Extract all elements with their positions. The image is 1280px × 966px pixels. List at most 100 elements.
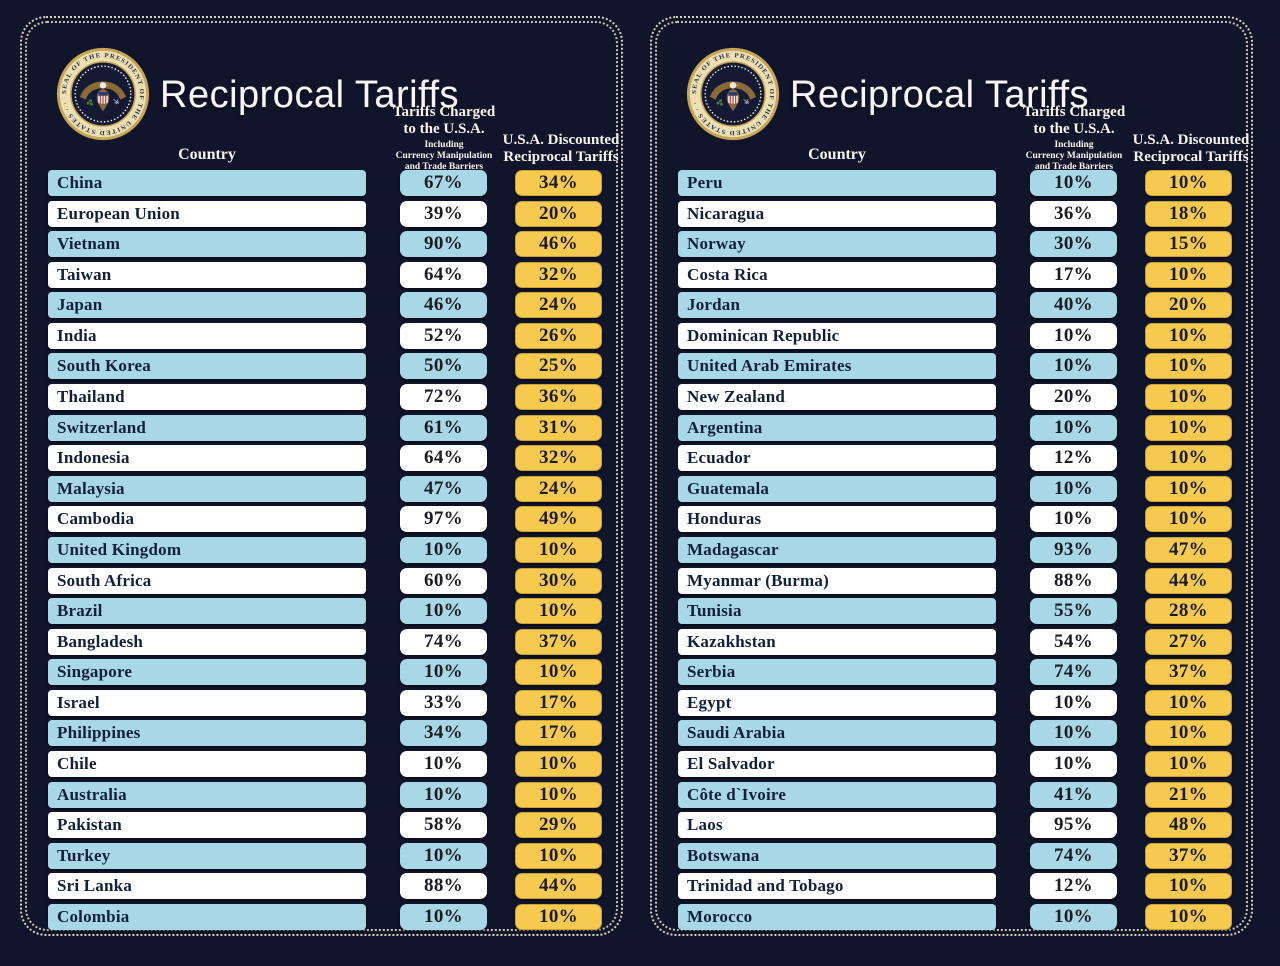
column-header-tariffs-charged: Tariffs Charged to the U.S.A. Including … <box>383 104 505 173</box>
country-label: Indonesia <box>57 448 130 468</box>
country-label: Israel <box>57 692 100 712</box>
discounted-tariff-cell: 37% <box>1145 659 1232 686</box>
country-cell: Indonesia <box>48 445 366 472</box>
discounted-tariff-cell: 15% <box>1145 231 1232 258</box>
country-label: Norway <box>687 234 746 254</box>
table-row: Switzerland 61% 31% <box>22 414 621 441</box>
country-cell: Dominican Republic <box>678 322 996 349</box>
country-label: El Salvador <box>687 753 775 773</box>
tariff-charged-cell: 10% <box>1030 720 1117 747</box>
column-header-country: Country <box>808 146 866 163</box>
discounted-tariff-cell: 10% <box>1145 873 1232 900</box>
discounted-tariff-cell: 10% <box>1145 506 1232 533</box>
discounted-tariff-value: 10% <box>1169 477 1208 499</box>
country-label: Laos <box>687 815 723 835</box>
discounted-tariff-cell: 37% <box>1145 842 1232 869</box>
country-cell: Saudi Arabia <box>678 720 996 747</box>
country-cell: Argentina <box>678 414 996 441</box>
discounted-tariff-value: 10% <box>539 905 578 927</box>
header-subline: and Trade Barriers <box>1034 162 1114 172</box>
country-cell: Switzerland <box>48 414 366 441</box>
tariff-panel-left: Reciprocal Tariffs Country Tariffs Charg… <box>20 16 623 936</box>
header-line: Tariffs Charged <box>1022 104 1126 120</box>
table-row: Honduras 10% 10% <box>652 506 1251 533</box>
discounted-tariff-value: 10% <box>539 538 578 560</box>
country-label: Côte d`Ivoire <box>687 784 787 804</box>
tariff-charged-value: 95% <box>1054 814 1093 836</box>
tariff-charged-cell: 10% <box>1030 689 1117 716</box>
table-row: European Union 39% 20% <box>22 200 621 227</box>
tariff-charged-cell: 90% <box>400 231 487 258</box>
country-cell: Morocco <box>678 903 996 930</box>
country-cell: Israel <box>48 689 366 716</box>
discounted-tariff-cell: 31% <box>515 414 602 441</box>
header-line: U.S.A. Discounted <box>502 132 620 148</box>
discounted-tariff-value: 37% <box>1169 844 1208 866</box>
country-label: Philippines <box>57 723 141 743</box>
country-label: Colombia <box>57 906 130 926</box>
table-row: South Africa 60% 30% <box>22 567 621 594</box>
discounted-tariff-value: 10% <box>1169 691 1208 713</box>
tariff-charged-value: 12% <box>1054 875 1093 897</box>
discounted-tariff-value: 10% <box>1169 752 1208 774</box>
tariff-charged-value: 17% <box>1054 263 1093 285</box>
discounted-tariff-value: 10% <box>1169 508 1208 530</box>
tariff-charged-cell: 10% <box>400 659 487 686</box>
table-row: Argentina 10% 10% <box>652 414 1251 441</box>
tariff-charged-value: 40% <box>1054 294 1093 316</box>
country-cell: Cambodia <box>48 506 366 533</box>
country-cell: India <box>48 322 366 349</box>
tariff-charged-value: 88% <box>1054 569 1093 591</box>
country-cell: Vietnam <box>48 231 366 258</box>
country-cell: Malaysia <box>48 475 366 502</box>
country-label: Thailand <box>57 387 125 407</box>
discounted-tariff-cell: 17% <box>515 689 602 716</box>
discounted-tariff-cell: 10% <box>515 536 602 563</box>
tariff-charged-cell: 10% <box>1030 414 1117 441</box>
discounted-tariff-value: 36% <box>539 386 578 408</box>
discounted-tariff-value: 10% <box>539 752 578 774</box>
country-label: Madagascar <box>687 539 779 559</box>
table-row: Pakistan 58% 29% <box>22 812 621 839</box>
tariff-charged-cell: 64% <box>400 261 487 288</box>
table-row: Cambodia 97% 49% <box>22 506 621 533</box>
discounted-tariff-value: 10% <box>1169 875 1208 897</box>
table-row: Morocco 10% 10% <box>652 903 1251 930</box>
tariff-charged-value: 10% <box>424 538 463 560</box>
country-label: Malaysia <box>57 478 125 498</box>
discounted-tariff-value: 46% <box>539 233 578 255</box>
discounted-tariff-cell: 44% <box>1145 567 1232 594</box>
discounted-tariff-value: 10% <box>1169 416 1208 438</box>
tariff-charged-cell: 88% <box>400 873 487 900</box>
country-label: United Arab Emirates <box>687 356 852 376</box>
discounted-tariff-value: 28% <box>1169 600 1208 622</box>
discounted-tariff-cell: 47% <box>1145 536 1232 563</box>
discounted-tariff-cell: 21% <box>1145 781 1232 808</box>
discounted-tariff-cell: 10% <box>515 842 602 869</box>
discounted-tariff-value: 10% <box>1169 447 1208 469</box>
tariff-charged-value: 72% <box>424 386 463 408</box>
discounted-tariff-value: 44% <box>1169 569 1208 591</box>
tariff-charged-value: 97% <box>424 508 463 530</box>
discounted-tariff-cell: 10% <box>1145 353 1232 380</box>
table-row: Chile 10% 10% <box>22 750 621 777</box>
presidential-seal-icon <box>686 47 780 141</box>
country-cell: Japan <box>48 292 366 319</box>
discounted-tariff-cell: 10% <box>1145 414 1232 441</box>
country-label: Sri Lanka <box>57 876 133 896</box>
tariff-charged-value: 50% <box>424 355 463 377</box>
tariff-charged-value: 55% <box>1054 600 1093 622</box>
tariff-charged-cell: 52% <box>400 322 487 349</box>
table-row: Dominican Republic 10% 10% <box>652 322 1251 349</box>
column-header-discounted: U.S.A. Discounted Reciprocal Tariffs <box>500 132 622 166</box>
discounted-tariff-cell: 10% <box>515 903 602 930</box>
country-label: Serbia <box>687 662 736 682</box>
country-label: Turkey <box>57 845 111 865</box>
table-row: Philippines 34% 17% <box>22 720 621 747</box>
discounted-tariff-cell: 34% <box>515 170 602 196</box>
tariff-charged-value: 30% <box>1054 233 1093 255</box>
discounted-tariff-cell: 10% <box>515 781 602 808</box>
country-cell: Australia <box>48 781 366 808</box>
tariff-charged-value: 34% <box>424 722 463 744</box>
table-row: Saudi Arabia 10% 10% <box>652 720 1251 747</box>
